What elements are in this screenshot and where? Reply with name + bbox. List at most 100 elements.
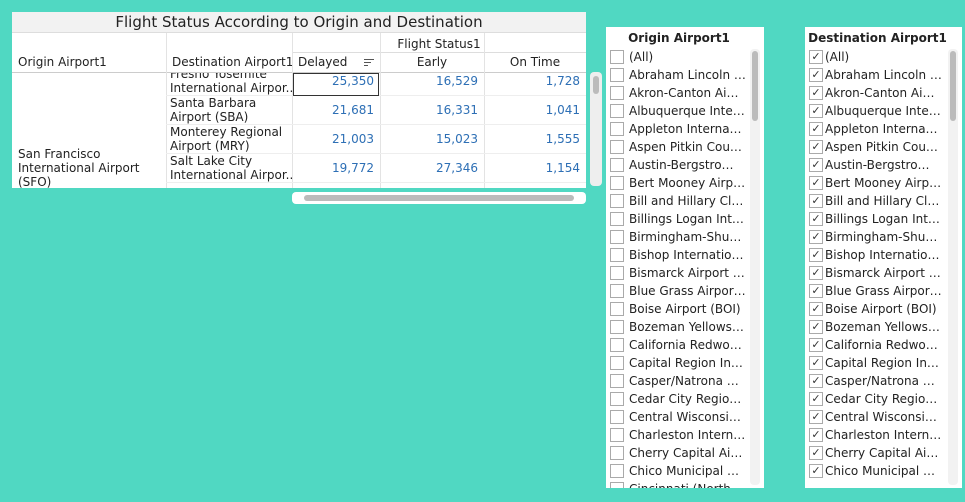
- checkbox[interactable]: [610, 482, 624, 488]
- checkbox[interactable]: ✓: [809, 248, 823, 262]
- v-scrollbar[interactable]: [948, 49, 958, 485]
- filter-item[interactable]: Birmingham-Shu…: [629, 230, 742, 244]
- checkbox[interactable]: ✓: [809, 284, 823, 298]
- filter-item[interactable]: Bishop Internatio…: [629, 248, 744, 262]
- filter-item[interactable]: Cincinnati (North: [629, 482, 747, 488]
- filter-item[interactable]: Akron-Canton Ai…: [629, 86, 739, 100]
- filter-item[interactable]: Charleston Intern…: [629, 428, 746, 442]
- checkbox[interactable]: [610, 68, 624, 82]
- checkbox[interactable]: ✓: [809, 230, 823, 244]
- filter-item[interactable]: Capital Region In…: [629, 356, 743, 370]
- checkbox[interactable]: [610, 320, 624, 334]
- filter-item[interactable]: Austin-Bergstro…: [629, 158, 734, 172]
- checkbox[interactable]: [610, 428, 624, 442]
- filter-item[interactable]: Aspen Pitkin Cou…: [629, 140, 742, 154]
- checkbox[interactable]: [610, 302, 624, 316]
- checkbox[interactable]: [610, 140, 624, 154]
- filter-item[interactable]: Cherry Capital Ai…: [629, 446, 743, 460]
- checkbox[interactable]: [610, 266, 624, 280]
- checkbox[interactable]: ✓: [809, 302, 823, 316]
- filter-item[interactable]: Bill and Hillary Cl…: [825, 194, 940, 208]
- checkbox[interactable]: ✓: [809, 320, 823, 334]
- filter-item[interactable]: Billings Logan Int…: [825, 212, 940, 226]
- filter-item[interactable]: Charleston Intern…: [825, 428, 942, 442]
- filter-item[interactable]: Cedar City Regio…: [825, 392, 938, 406]
- filter-item[interactable]: Cherry Capital Ai…: [825, 446, 939, 460]
- checkbox[interactable]: [610, 446, 624, 460]
- filter-item[interactable]: Birmingham-Shu…: [825, 230, 938, 244]
- h-scrollbar[interactable]: [292, 192, 586, 204]
- filter-item[interactable]: Aspen Pitkin Cou…: [825, 140, 938, 154]
- filter-item[interactable]: Central Wisconsi…: [825, 410, 937, 424]
- filter-item[interactable]: Blue Grass Airpor…: [629, 284, 746, 298]
- checkbox[interactable]: ✓: [809, 68, 823, 82]
- checkbox[interactable]: [610, 284, 624, 298]
- checkbox[interactable]: ✓: [809, 158, 823, 172]
- checkbox[interactable]: ✓: [809, 338, 823, 352]
- scroll-thumb[interactable]: [950, 51, 956, 121]
- checkbox[interactable]: [610, 86, 624, 100]
- filter-item[interactable]: Central Wisconsi…: [629, 410, 741, 424]
- checkbox[interactable]: [610, 50, 624, 64]
- filter-item[interactable]: Bismarck Airport …: [825, 266, 941, 280]
- filter-item[interactable]: Akron-Canton Ai…: [825, 86, 935, 100]
- filter-item[interactable]: (All): [629, 50, 654, 64]
- filter-item[interactable]: Bill and Hillary Cl…: [629, 194, 744, 208]
- checkbox[interactable]: ✓: [809, 212, 823, 226]
- checkbox[interactable]: [610, 338, 624, 352]
- filter-item[interactable]: Casper/Natrona …: [825, 374, 935, 388]
- checkbox[interactable]: ✓: [809, 410, 823, 424]
- checkbox[interactable]: ✓: [809, 374, 823, 388]
- checkbox[interactable]: [610, 356, 624, 370]
- checkbox[interactable]: ✓: [809, 122, 823, 136]
- checkbox[interactable]: ✓: [809, 392, 823, 406]
- checkbox[interactable]: ✓: [809, 194, 823, 208]
- filter-item[interactable]: Bozeman Yellows…: [629, 320, 744, 334]
- filter-item[interactable]: Boise Airport (BOI): [825, 302, 937, 316]
- checkbox[interactable]: [610, 176, 624, 190]
- checkbox[interactable]: [610, 230, 624, 244]
- v-scrollbar[interactable]: [750, 49, 760, 485]
- v-scrollbar[interactable]: [590, 72, 602, 186]
- checkbox[interactable]: ✓: [809, 428, 823, 442]
- filter-item[interactable]: Bert Mooney Airp…: [629, 176, 746, 190]
- checkbox[interactable]: [610, 104, 624, 118]
- filter-item[interactable]: Chico Municipal …: [629, 464, 740, 478]
- filter-item[interactable]: Appleton Interna…: [825, 122, 938, 136]
- filter-item[interactable]: California Redwo…: [825, 338, 938, 352]
- filter-item[interactable]: Bozeman Yellows…: [825, 320, 940, 334]
- checkbox[interactable]: ✓: [809, 86, 823, 100]
- scroll-thumb[interactable]: [752, 51, 758, 121]
- filter-item[interactable]: Abraham Lincoln …: [825, 68, 942, 82]
- checkbox[interactable]: [610, 248, 624, 262]
- filter-item[interactable]: Chico Municipal …: [825, 464, 936, 478]
- checkbox[interactable]: [610, 194, 624, 208]
- sort-icon[interactable]: [364, 58, 374, 67]
- checkbox[interactable]: ✓: [809, 104, 823, 118]
- filter-item[interactable]: Blue Grass Airpor…: [825, 284, 942, 298]
- filter-item[interactable]: Appleton Interna…: [629, 122, 742, 136]
- filter-item[interactable]: Albuquerque Inte…: [629, 104, 745, 118]
- filter-item[interactable]: Capital Region In…: [825, 356, 939, 370]
- filter-item[interactable]: Cedar City Regio…: [629, 392, 742, 406]
- checkbox[interactable]: ✓: [809, 464, 823, 478]
- scroll-thumb[interactable]: [593, 76, 599, 94]
- checkbox[interactable]: ✓: [809, 266, 823, 280]
- filter-item[interactable]: Casper/Natrona …: [629, 374, 739, 388]
- checkbox[interactable]: ✓: [809, 140, 823, 154]
- scroll-thumb[interactable]: [304, 195, 574, 201]
- filter-item[interactable]: Austin-Bergstro…: [825, 158, 930, 172]
- checkbox[interactable]: [610, 410, 624, 424]
- checkbox[interactable]: [610, 392, 624, 406]
- checkbox[interactable]: [610, 158, 624, 172]
- checkbox[interactable]: ✓: [809, 176, 823, 190]
- checkbox[interactable]: ✓: [809, 356, 823, 370]
- filter-item[interactable]: Billings Logan Int…: [629, 212, 744, 226]
- checkbox[interactable]: ✓: [809, 50, 823, 64]
- checkbox[interactable]: [610, 374, 624, 388]
- filter-item[interactable]: (All): [825, 50, 850, 64]
- checkbox[interactable]: ✓: [809, 446, 823, 460]
- filter-item[interactable]: Bismarck Airport …: [629, 266, 745, 280]
- filter-item[interactable]: California Redwo…: [629, 338, 742, 352]
- filter-item[interactable]: Bert Mooney Airp…: [825, 176, 942, 190]
